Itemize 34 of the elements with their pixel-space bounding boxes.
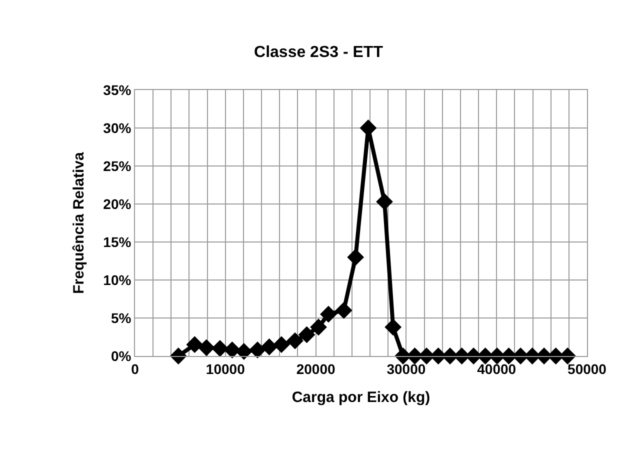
point: [376, 193, 393, 210]
point: [273, 336, 290, 354]
point: [360, 120, 377, 136]
point: [170, 348, 187, 364]
point: [298, 326, 316, 344]
y-tick-label: 5%: [110, 310, 132, 326]
point: [235, 342, 252, 360]
chart-title: Classe 2S3 - ETT: [254, 44, 384, 61]
y-tick-label: 25%: [103, 158, 132, 174]
x-tick-label: 0: [131, 360, 140, 377]
point: [310, 318, 327, 336]
point: [212, 340, 228, 357]
point: [198, 339, 215, 356]
y-tick-label: 35%: [103, 82, 132, 98]
point: [186, 336, 204, 354]
y-tick-label: 0%: [110, 348, 132, 364]
y-tick-label: 20%: [103, 196, 132, 212]
point: [384, 318, 402, 336]
point: [347, 248, 364, 266]
point: [320, 306, 337, 323]
point: [260, 338, 278, 356]
y-tick-label: 15%: [103, 234, 132, 250]
x-tick-label: 20000: [296, 360, 336, 377]
x-tick-label: 10000: [206, 360, 246, 377]
point: [249, 341, 266, 358]
point: [335, 302, 352, 319]
x-tick-label: 50000: [568, 360, 607, 377]
y-tick-label: 10%: [103, 272, 132, 288]
y-tick-label: 30%: [103, 120, 132, 136]
x-tick-label: 30000: [386, 360, 426, 377]
x-axis-title: Carga por Eixo (kg): [292, 388, 430, 406]
x-tick-label: 40000: [477, 360, 516, 377]
y-axis-title: Frequência Relativa: [70, 151, 88, 294]
point: [286, 332, 304, 350]
